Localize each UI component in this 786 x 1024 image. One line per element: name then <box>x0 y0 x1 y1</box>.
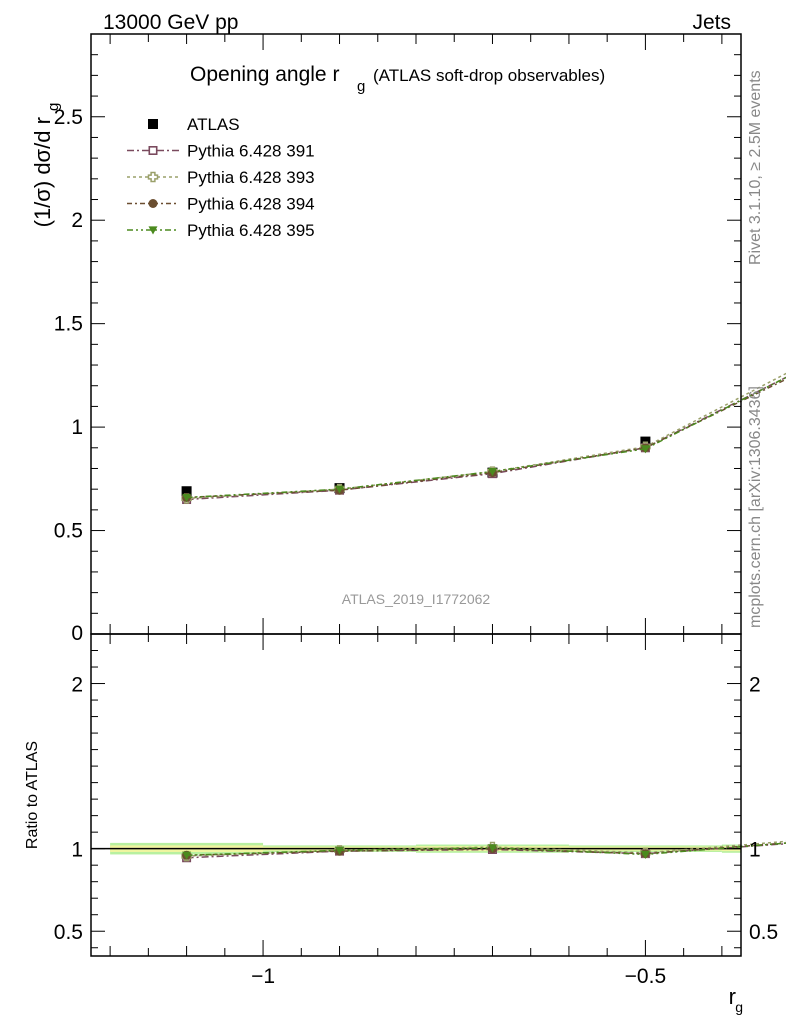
x-axis-title-main: r <box>729 984 736 1009</box>
y-tick-label: 1 <box>71 416 83 439</box>
ratio-y-tick-label-right: 1 <box>749 839 761 862</box>
ratio-point <box>335 846 345 855</box>
x-tick-label: −1 <box>251 965 275 988</box>
chart-title: Opening angle r g (ATLAS soft-drop obser… <box>190 63 605 95</box>
y-tick-label: 0.5 <box>54 520 83 543</box>
data-point <box>640 445 650 454</box>
svg-text:(1/σ) dσ/d r g: (1/σ) dσ/d r g <box>30 103 62 228</box>
legend-marker <box>148 146 158 156</box>
side-text-rivet: Rivet 3.1.10, ≥ 2.5M events <box>747 70 764 265</box>
legend-entry: Pythia 6.428 391 <box>127 142 315 161</box>
ratio-frame <box>90 633 742 957</box>
ratio-y-tick-label-left: 0.5 <box>54 921 83 944</box>
legend: ATLAS Pythia 6.428 391 Pythia 6.428 393 Pyt… <box>127 115 315 240</box>
ratio-y-tick-label-right: 2 <box>749 674 761 697</box>
legend-label: Pythia 6.428 395 <box>187 221 315 240</box>
header-right: Jets <box>692 11 731 34</box>
ratio-y-tick-label-right: 0.5 <box>749 921 778 944</box>
legend-marker <box>148 226 158 235</box>
data-point <box>181 486 192 497</box>
ratio-series-s395 <box>182 842 786 860</box>
legend-marker <box>147 171 159 183</box>
side-text-mcplots: mcplots.cern.ch [arXiv:1306.3436] <box>747 386 764 628</box>
series-s391 <box>182 376 786 505</box>
ratio-panel: 0.5 0.5 1 1 2 2 −1 −0.5 Ratio to ATLAS <box>24 633 786 988</box>
y-tick-label: 2 <box>71 209 83 232</box>
legend-entry: Pythia 6.428 394 <box>127 195 315 214</box>
legend-label: Pythia 6.428 391 <box>187 142 315 161</box>
data-point <box>487 467 497 477</box>
title-extra: (ATLAS soft-drop observables) <box>373 66 605 85</box>
legend-marker <box>148 119 158 129</box>
legend-label: Pythia 6.428 393 <box>187 168 315 187</box>
y-axis-title-main: (1/σ) dσ/d r <box>30 117 55 227</box>
ratio-y-title: Ratio to ATLAS <box>24 741 41 849</box>
legend-entry: Pythia 6.428 395 <box>127 221 315 240</box>
header-left: 13000 GeV pp <box>103 11 238 34</box>
y-tick-label: 1.5 <box>54 313 83 336</box>
series-s393 <box>181 372 786 504</box>
y-tick-label-zero: 0 <box>71 622 83 645</box>
main-panel: 0.5 1 1.5 2 2.5 0 Opening angle r g (ATLAS so… <box>30 33 786 645</box>
ratio-y-tick-label-left: 2 <box>71 674 83 697</box>
series-s395 <box>182 376 786 502</box>
series-line-s391 <box>186 376 786 501</box>
series-line-s393 <box>186 372 786 500</box>
y-axis-title-sub: g <box>45 103 62 111</box>
x-axis-title-sub: g <box>735 999 743 1015</box>
series-ATLAS <box>181 436 651 497</box>
ratio-point <box>182 851 192 860</box>
ratio-line-s395 <box>186 842 786 857</box>
ratio-point <box>487 844 497 853</box>
y-tick-label: 2.5 <box>54 106 83 129</box>
legend-entry: ATLAS <box>148 115 240 134</box>
title-main: Opening angle r <box>190 63 339 86</box>
series-line-s395 <box>186 376 786 499</box>
ratio-ticks: 0.5 0.5 1 1 2 2 −1 −0.5 <box>54 633 778 988</box>
ratio-line-s393 <box>186 840 786 857</box>
watermark: ATLAS_2019_I1772062 <box>342 591 491 607</box>
legend-label: Pythia 6.428 394 <box>187 195 315 214</box>
data-point <box>182 493 192 502</box>
legend-marker <box>148 199 158 208</box>
main-ticks: 0.5 1 1.5 2 2.5 0 <box>54 33 741 645</box>
title-subscript: g <box>357 78 365 95</box>
ratio-data-layer <box>91 840 786 863</box>
legend-entry: Pythia 6.428 393 <box>127 168 315 187</box>
data-point <box>335 485 345 494</box>
ratio-point <box>640 850 650 859</box>
x-axis-title: r g <box>729 984 743 1015</box>
ratio-y-tick-label-left: 1 <box>71 839 83 862</box>
legend-label: ATLAS <box>187 115 240 134</box>
y-axis-title: (1/σ) dσ/d r g <box>30 103 62 228</box>
svg-text:Opening angle r: Opening angle r <box>190 63 339 86</box>
main-data-layer <box>181 372 786 505</box>
x-tick-label: −0.5 <box>625 965 666 988</box>
